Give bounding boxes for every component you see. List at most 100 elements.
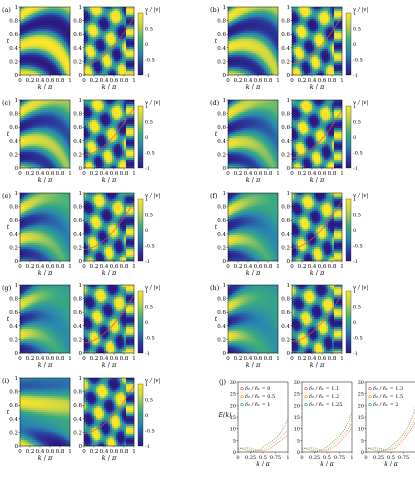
y-tick-label: 0 xyxy=(15,351,19,357)
y-tick-label: 0.8 xyxy=(217,297,226,303)
y-tick-label: 0.8 xyxy=(217,112,226,118)
x-tick-label: 0 xyxy=(82,264,86,270)
panel-label: (f) xyxy=(210,192,218,200)
x-tick-label: 1 xyxy=(132,356,136,362)
y-tick-label: 1 xyxy=(79,191,83,197)
colorbar-tick-label: -0.5 xyxy=(145,58,155,64)
y-tick-label: 0.8 xyxy=(9,19,18,25)
x-tick-label: 0.75 xyxy=(270,455,281,461)
y-tick-label: 5 xyxy=(233,438,236,444)
x-tick-label: 0.4 xyxy=(244,171,253,177)
x-tick-label: 0.6 xyxy=(318,356,327,362)
x-tick-label: 0.8 xyxy=(56,356,65,362)
x-tick-label: 0 xyxy=(226,356,230,362)
legend-entry: δ₂ / δ₁ = 1.5 xyxy=(373,394,403,400)
y-tick-label: 1 xyxy=(15,5,19,11)
colorbar-tick-label: 0 xyxy=(353,320,356,326)
y-tick-label: 0.8 xyxy=(281,297,290,303)
colorbar-tick-label: -0.5 xyxy=(145,151,155,157)
x-axis-label: k / π xyxy=(246,269,261,277)
x-tick-label: 1 xyxy=(350,455,353,461)
panel-label: (a) xyxy=(2,6,11,14)
legend-entry: δ₂ / δ₁ = 1.25 xyxy=(309,402,342,408)
y-axis-label: t xyxy=(7,131,10,138)
energy-subplot-1: 0 5 10 15 20 25 30 0 0.25 0.5 0.75 1 k / π δ₂ / δ₁ = … xyxy=(230,380,290,468)
colorbar xyxy=(345,198,352,262)
y-tick-label: 0.6 xyxy=(73,310,82,316)
colorbar-tick-label: 0.5 xyxy=(145,120,153,126)
x-tick-label: 1 xyxy=(276,78,280,84)
x-tick-label: 0.6 xyxy=(110,356,119,362)
colorbar-label: v / |v| xyxy=(145,100,160,106)
x-tick-label: 0 xyxy=(82,78,86,84)
x-tick-label: 0 xyxy=(226,171,230,177)
x-tick-label: 0.2 xyxy=(298,171,307,177)
y-tick-label: 0.6 xyxy=(217,310,226,316)
y-tick-label: 0 xyxy=(79,73,83,79)
y-tick-label: 0.8 xyxy=(281,19,290,25)
y-tick-label: 0 xyxy=(15,166,19,172)
legend-entry: δ₂ / δ₁ = 1.1 xyxy=(309,386,339,392)
y-tick-label: 0 xyxy=(15,259,19,265)
y-tick-label: 0 xyxy=(223,166,227,172)
x-tick-label: 0 xyxy=(236,455,239,461)
y-tick-label: 0.2 xyxy=(281,152,290,158)
y-tick-label: 0.2 xyxy=(281,245,290,251)
colorbar-tick-label: 1 xyxy=(145,11,148,17)
colorbar-tick-label: -0.5 xyxy=(145,336,155,342)
x-tick-label: 1 xyxy=(286,455,289,461)
x-tick-label: 0.2 xyxy=(298,356,307,362)
x-tick-label: 0 xyxy=(290,171,294,177)
y-tick-label: 0.6 xyxy=(9,218,18,224)
x-tick-label: 0.6 xyxy=(46,356,55,362)
y-tick-label: 0 xyxy=(287,351,291,357)
y-tick-label: 1 xyxy=(223,98,227,104)
y-tick-label: 0.4 xyxy=(281,46,290,52)
y-tick-label: 0.8 xyxy=(9,205,18,211)
panel-label: (g) xyxy=(2,284,12,292)
x-tick-label: 0 xyxy=(300,455,303,461)
y-tick-label: 1 xyxy=(287,98,291,104)
y-tick-label: 30 xyxy=(294,380,300,386)
x-tick-label: 0.2 xyxy=(234,171,243,177)
y-tick-label: 10 xyxy=(358,427,364,433)
colorbar-tick-label: -1 xyxy=(145,351,150,357)
x-tick-label: 0.4 xyxy=(100,449,109,455)
x-tick-label: 0.8 xyxy=(120,449,129,455)
y-tick-label: 0 xyxy=(223,351,227,357)
y-tick-label: 0.8 xyxy=(281,112,290,118)
x-tick-label: 0.6 xyxy=(254,264,263,270)
x-tick-label: 0.4 xyxy=(100,171,109,177)
colorbar-tick-label: 0.5 xyxy=(145,27,153,33)
y-tick-label: 0.6 xyxy=(9,125,18,131)
colorbar-tick-label: 1 xyxy=(145,382,148,388)
x-tick-label: 0 xyxy=(290,264,294,270)
y-tick-label: 0.6 xyxy=(217,125,226,131)
x-tick-label: 1 xyxy=(68,78,72,84)
y-tick-label: 1 xyxy=(15,98,19,104)
x-axis-label: k / π xyxy=(38,361,53,369)
x-tick-label: 1 xyxy=(132,449,136,455)
y-tick-label: 0.4 xyxy=(217,232,226,238)
y-tick-label: 0 xyxy=(79,259,83,265)
x-tick-label: 0.8 xyxy=(120,171,129,177)
y-tick-label: 0.8 xyxy=(9,297,18,303)
x-tick-label: 0.2 xyxy=(90,264,99,270)
y-tick-label: 0 xyxy=(287,166,291,172)
x-tick-label: 1 xyxy=(276,356,280,362)
colorbar xyxy=(137,105,144,169)
colorbar-tick-label: -0.5 xyxy=(145,429,155,435)
colorbar-tick-label: -1 xyxy=(145,444,150,450)
x-axis-label: k / π xyxy=(246,361,261,369)
colorbar-tick-label: -1 xyxy=(145,73,150,79)
x-tick-label: 0.8 xyxy=(120,356,129,362)
y-tick-label: 0.6 xyxy=(217,32,226,38)
x-tick-label: 0 xyxy=(290,356,294,362)
x-tick-label: 0.5 xyxy=(259,455,267,461)
energy-curve xyxy=(365,407,415,452)
